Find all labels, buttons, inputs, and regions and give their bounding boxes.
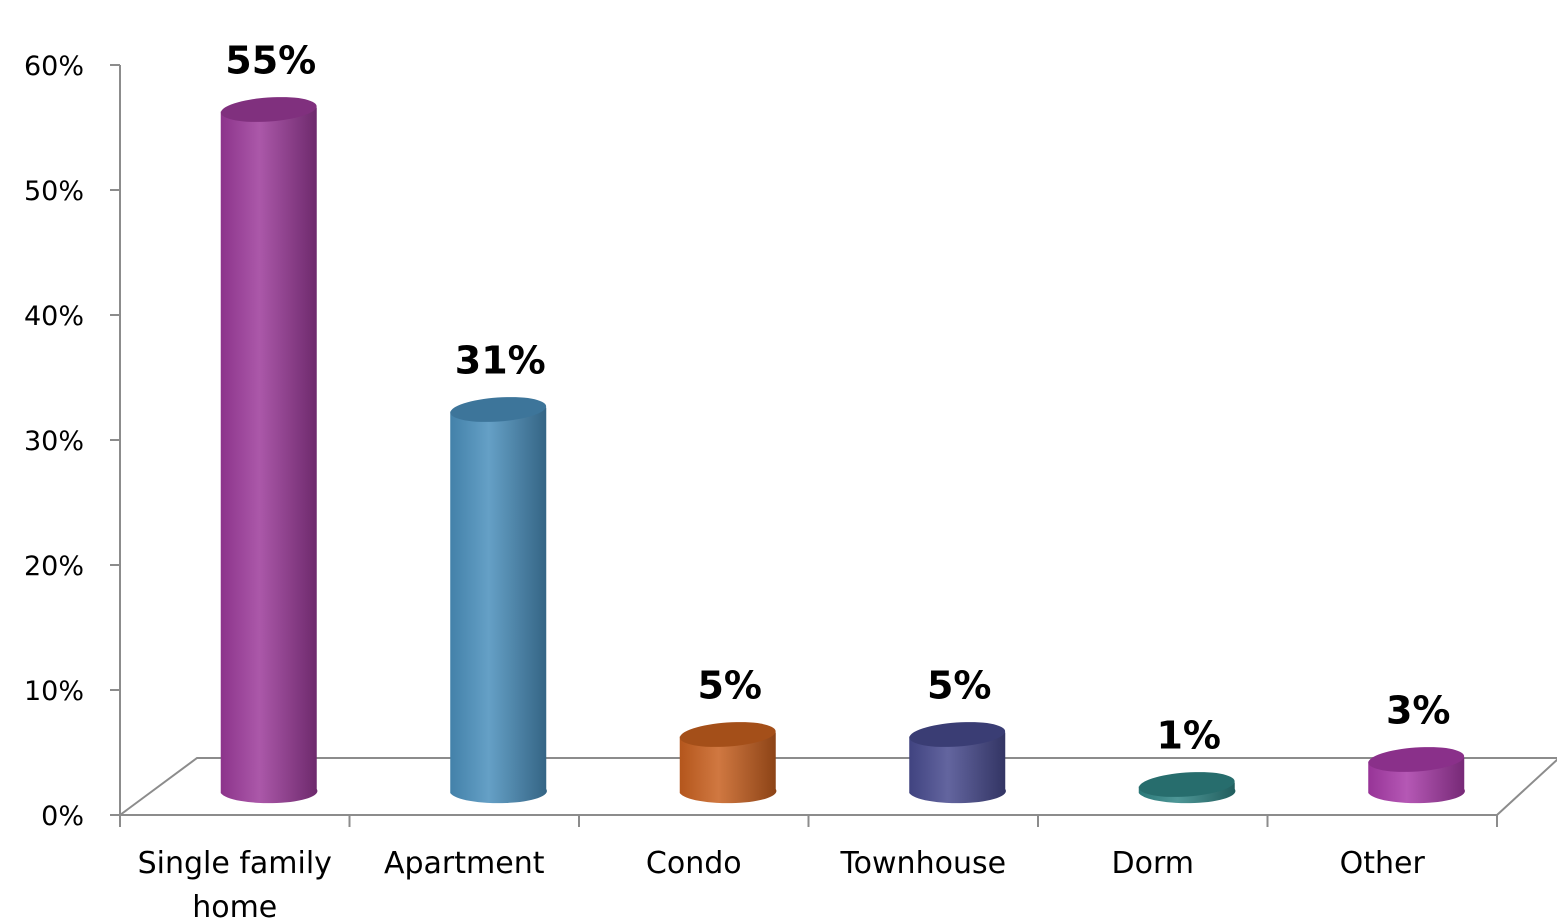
data-label: 31% (455, 339, 546, 383)
y-tick-label: 30% (24, 426, 84, 457)
x-category-label: Condo (646, 846, 742, 881)
data-label: 55% (225, 39, 316, 83)
bar-0 (220, 97, 318, 804)
y-tick-label: 50% (24, 176, 84, 207)
bar-top (679, 722, 776, 747)
bar-1 (450, 397, 547, 804)
bar-2 (679, 722, 777, 804)
y-tick-label: 20% (24, 551, 84, 582)
bar-top (909, 722, 1006, 747)
bar-top (450, 397, 547, 422)
x-category-label: Other (1340, 846, 1426, 881)
y-tick-label: 10% (24, 676, 84, 707)
bar-body (220, 107, 318, 804)
x-category-label: Single family home (138, 846, 332, 923)
y-tick-label: 0% (41, 801, 84, 832)
bar-body (909, 732, 1006, 804)
bar-top (1138, 772, 1235, 797)
data-label: 5% (927, 664, 992, 708)
bar-top (1368, 747, 1465, 772)
bar-4 (1138, 772, 1236, 804)
bar-top (220, 97, 317, 122)
chart-floor (119, 757, 1557, 816)
x-category-label: Townhouse (839, 846, 1006, 881)
bar-3 (909, 722, 1006, 804)
data-label: 3% (1386, 689, 1451, 733)
chart-axes: 0% 10% 20% 30% 40% 50% 60% (24, 51, 1557, 832)
bar-body (450, 407, 547, 804)
y-tick-label: 40% (24, 301, 84, 332)
y-tick-label: 60% (24, 51, 84, 82)
x-category-label: Apartment (384, 846, 545, 881)
x-category-label: Dorm (1112, 846, 1195, 881)
bar-body (679, 732, 777, 804)
chart-bars (220, 97, 1465, 804)
bar-5 (1368, 747, 1465, 804)
data-label: 5% (697, 664, 762, 708)
chart-labels: 55% Single family home 31% Apartment 5% Condo 5… (138, 39, 1451, 923)
data-label: 1% (1156, 714, 1221, 758)
